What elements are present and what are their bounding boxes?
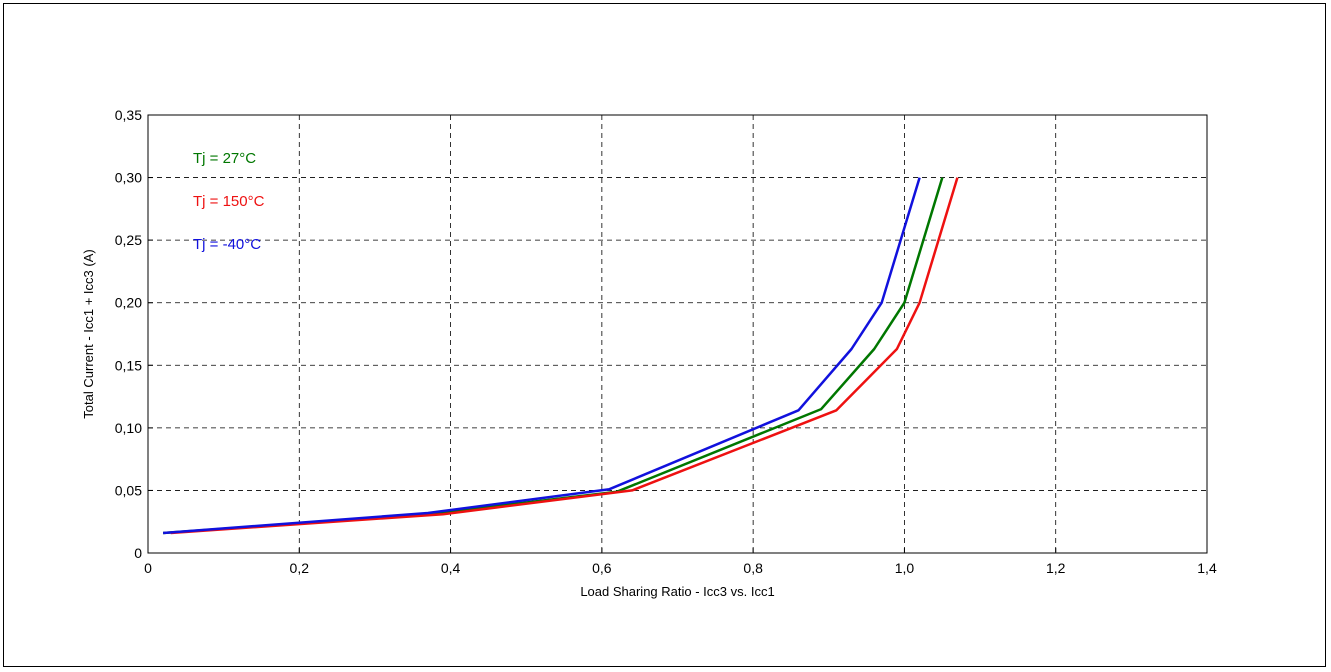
x-tick-label: 1,2 bbox=[1046, 560, 1066, 576]
x-axis-label: Load Sharing Ratio - Icc3 vs. Icc1 bbox=[580, 584, 774, 599]
y-axis-label: Total Current - Icc1 + Icc3 (A) bbox=[81, 249, 96, 418]
y-tick-label: 0,05 bbox=[115, 482, 142, 498]
series-line bbox=[163, 177, 921, 535]
chart-frame bbox=[3, 3, 1326, 667]
y-tick-label: 0,25 bbox=[115, 232, 142, 248]
x-axis-ticks: 0 0,2 0,4 0,6 0,8 1,0 1,2 1,4 bbox=[144, 548, 1217, 576]
grid-lines bbox=[148, 115, 1207, 553]
legend-entry: Tj = 27°C bbox=[193, 150, 256, 167]
legend: Tj = 27°C Tj = 150°C Tj = -40°C bbox=[193, 150, 265, 253]
series-line bbox=[163, 177, 944, 535]
x-tick-label: 0,4 bbox=[441, 560, 461, 576]
x-tick-label: 0,6 bbox=[592, 560, 612, 576]
x-tick-label: 0,2 bbox=[290, 560, 310, 576]
y-tick-label: 0,30 bbox=[115, 170, 142, 186]
y-tick-label: 0 bbox=[134, 545, 142, 561]
y-tick-label: 0,15 bbox=[115, 357, 142, 373]
y-tick-label: 0,35 bbox=[115, 107, 142, 123]
x-tick-label: 1,4 bbox=[1197, 560, 1217, 576]
x-tick-label: 0,8 bbox=[743, 560, 763, 576]
series-line bbox=[170, 177, 959, 535]
y-tick-label: 0,20 bbox=[115, 295, 142, 311]
y-axis-ticks: 0 0,05 0,10 0,15 0,20 0,25 0,30 0,35 bbox=[115, 107, 153, 561]
x-tick-label: 1,0 bbox=[895, 560, 915, 576]
plot-area bbox=[147, 114, 1208, 554]
y-tick-label: 0,10 bbox=[115, 420, 142, 436]
legend-entry: Tj = 150°C bbox=[193, 193, 265, 210]
legend-entry: Tj = -40°C bbox=[193, 236, 261, 253]
series-lines bbox=[163, 177, 959, 535]
x-tick-label: 0 bbox=[144, 560, 152, 576]
